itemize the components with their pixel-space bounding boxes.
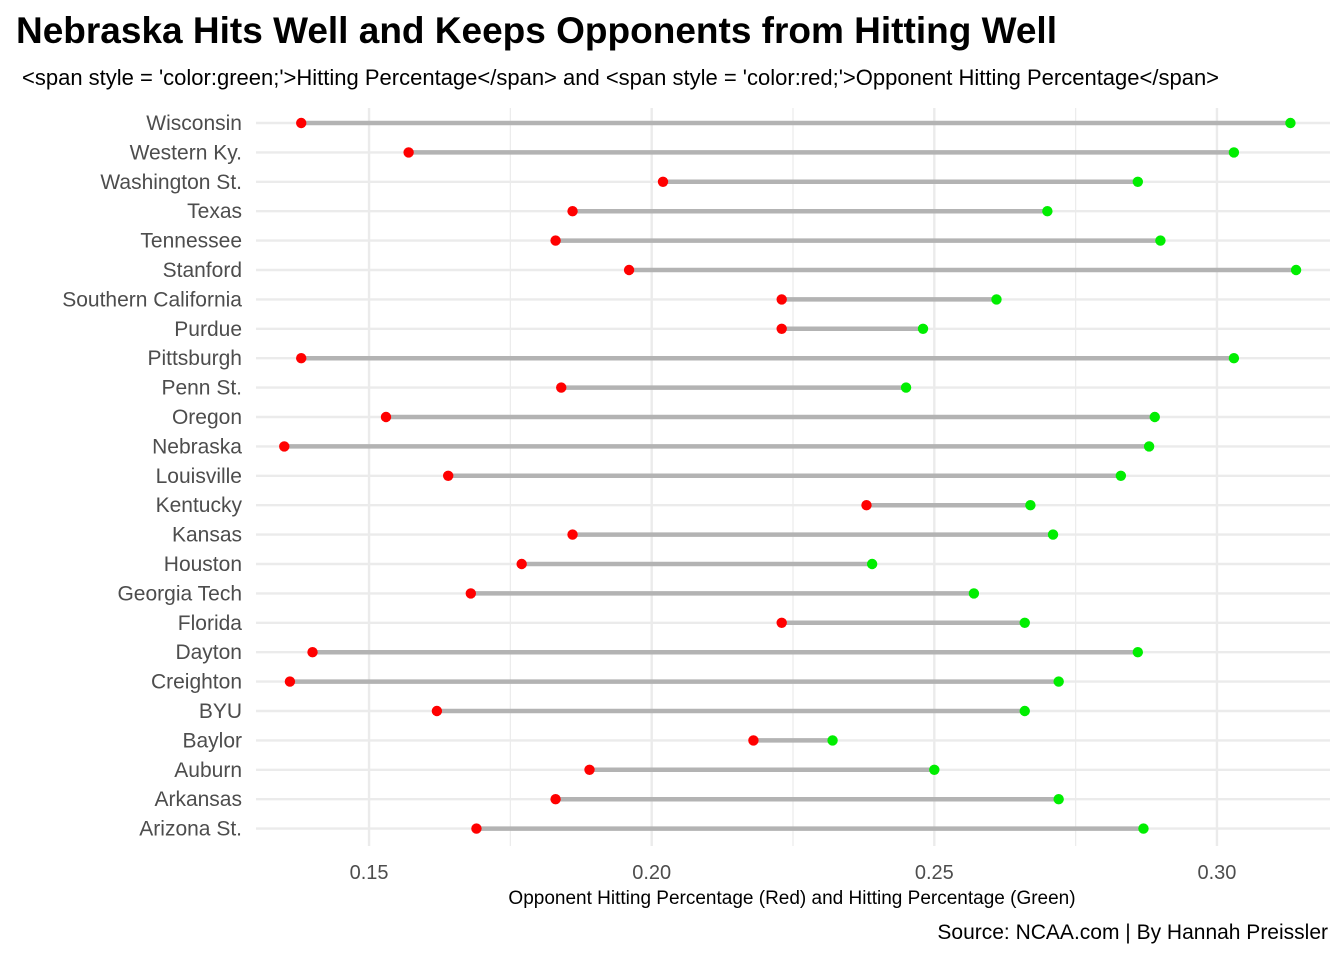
hitting-point [1143, 441, 1155, 452]
point-layer [279, 117, 1302, 834]
opponent-point [567, 206, 578, 217]
opponent-point [556, 382, 567, 393]
y-axis-labels: Wisconsin Western Ky. Washington St. Texas T… [62, 112, 242, 841]
y-tick-label: Kansas [172, 524, 242, 547]
hitting-point [1115, 470, 1127, 481]
y-tick-label: Houston [164, 553, 242, 576]
hitting-point [827, 735, 838, 746]
chart-subtitle: <span style = 'color:green;'>Hitting Per… [22, 65, 1220, 90]
opponent-point [776, 323, 787, 334]
y-tick-label: Tennessee [140, 230, 242, 253]
opponent-point [403, 147, 414, 158]
opponent-point [284, 676, 296, 687]
y-tick-label: Auburn [174, 759, 242, 782]
opponent-point [516, 558, 527, 570]
y-tick-label: Washington St. [100, 171, 242, 194]
y-tick-label: BYU [199, 700, 242, 723]
x-tick-label: 0.30 [1197, 862, 1236, 884]
hitting-point [968, 588, 980, 599]
y-tick-label: Arkansas [154, 788, 242, 811]
hitting-point [1042, 206, 1053, 217]
x-tick-label: 0.15 [350, 862, 389, 884]
y-tick-label: Southern California [62, 288, 242, 311]
hitting-point [1019, 705, 1030, 717]
opponent-point [657, 176, 669, 187]
y-tick-label: Western Ky. [130, 141, 242, 164]
opponent-point [442, 470, 454, 481]
y-tick-label: Creighton [151, 671, 242, 694]
hitting-point [1053, 794, 1064, 805]
hitting-point [1132, 647, 1144, 658]
y-tick-label: Kentucky [156, 494, 243, 517]
hitting-point [991, 294, 1002, 305]
hitting-point [1047, 529, 1059, 540]
y-tick-label: Florida [178, 612, 243, 635]
hitting-point [1138, 823, 1149, 834]
opponent-point [465, 588, 476, 599]
y-tick-label: Dayton [175, 641, 242, 664]
hitting-point [1155, 235, 1166, 246]
hitting-point [1228, 353, 1240, 364]
opponent-point [380, 411, 392, 423]
opponent-point [431, 705, 443, 717]
opponent-point [471, 823, 482, 834]
hitting-point [1228, 147, 1240, 158]
hitting-point [1025, 500, 1036, 511]
segment-layer [284, 120, 1297, 831]
opponent-point [550, 794, 561, 805]
x-tick-label: 0.20 [632, 862, 671, 884]
y-tick-label: Stanford [163, 259, 242, 282]
chart-title: Nebraska Hits Well and Keeps Opponents f… [16, 10, 1057, 51]
opponent-point [776, 294, 787, 305]
opponent-point [776, 617, 787, 628]
hitting-point [917, 323, 929, 334]
hitting-point [866, 558, 878, 570]
y-tick-label: Wisconsin [146, 112, 242, 135]
opponent-point [550, 235, 561, 246]
y-tick-label: Pittsburgh [147, 347, 242, 370]
y-tick-label: Penn St. [161, 377, 242, 400]
opponent-point [748, 735, 759, 746]
y-tick-label: Louisville [156, 465, 242, 488]
hitting-point [1132, 176, 1144, 187]
y-tick-label: Arizona St. [139, 818, 242, 841]
opponent-point [296, 117, 307, 129]
y-tick-label: Oregon [172, 406, 242, 429]
opponent-point [861, 500, 872, 511]
chart-caption: Source: NCAA.com | By Hannah Preissler [937, 921, 1328, 944]
y-tick-label: Baylor [182, 729, 242, 752]
x-tick-label: 0.25 [915, 862, 954, 884]
y-tick-label: Nebraska [152, 435, 242, 458]
hitting-point [1285, 117, 1296, 129]
hitting-point [929, 764, 940, 775]
opponent-point [307, 647, 318, 658]
hitting-point [1019, 617, 1030, 628]
x-axis-labels: 0.15 0.20 0.25 0.30 [350, 862, 1237, 884]
opponent-point [567, 529, 578, 540]
hitting-point [1149, 411, 1160, 423]
hitting-point [1290, 264, 1302, 276]
hitting-point [900, 382, 912, 393]
y-tick-label: Purdue [174, 318, 242, 341]
opponent-point [279, 441, 290, 452]
y-tick-label: Texas [187, 200, 242, 223]
opponent-point [584, 764, 595, 775]
opponent-point [296, 353, 307, 364]
x-axis-title: Opponent Hitting Percentage (Red) and Hi… [508, 888, 1075, 909]
y-tick-label: Georgia Tech [117, 582, 242, 605]
hitting-point [1053, 676, 1064, 687]
opponent-point [623, 264, 635, 276]
